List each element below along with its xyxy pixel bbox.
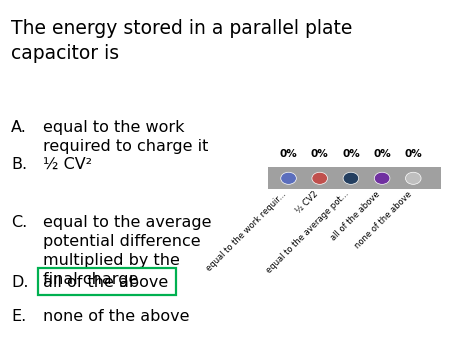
Text: 0%: 0% (311, 149, 328, 159)
Text: 0%: 0% (405, 149, 422, 159)
Text: all of the above: all of the above (43, 275, 168, 290)
Text: equal to the average pot...: equal to the average pot... (265, 189, 351, 275)
Ellipse shape (343, 172, 359, 184)
Text: 0%: 0% (279, 149, 297, 159)
Text: ½ CV²: ½ CV² (43, 157, 92, 172)
Text: equal to the average
potential difference
multiplied by the
final charge: equal to the average potential differenc… (43, 215, 211, 287)
Text: none of the above: none of the above (43, 309, 189, 324)
Text: all of the above: all of the above (329, 189, 382, 242)
Text: A.: A. (11, 120, 27, 135)
Text: D.: D. (11, 275, 29, 290)
Ellipse shape (405, 172, 421, 184)
Text: ½ CV2: ½ CV2 (294, 189, 320, 215)
Text: 0%: 0% (373, 149, 391, 159)
Text: none of the above: none of the above (352, 189, 413, 250)
Ellipse shape (374, 172, 390, 184)
Text: 0%: 0% (342, 149, 360, 159)
Ellipse shape (312, 172, 328, 184)
Text: B.: B. (11, 157, 27, 172)
Text: E.: E. (11, 309, 27, 324)
Ellipse shape (281, 172, 297, 184)
Text: C.: C. (11, 215, 27, 230)
Text: equal to the work
required to charge it: equal to the work required to charge it (43, 120, 208, 154)
Text: The energy stored in a parallel plate
capacitor is: The energy stored in a parallel plate ca… (11, 19, 353, 63)
Text: equal to the work requir...: equal to the work requir... (205, 189, 288, 273)
